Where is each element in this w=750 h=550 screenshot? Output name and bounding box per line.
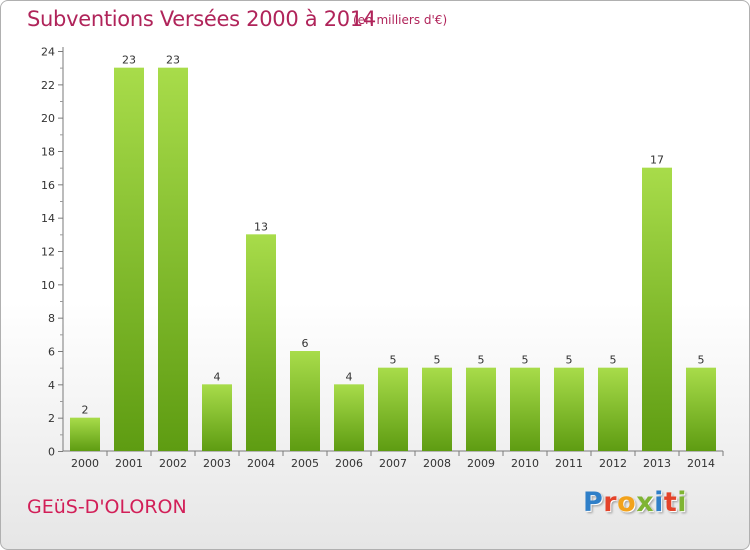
bar bbox=[422, 367, 452, 451]
bar bbox=[466, 367, 496, 451]
logo-letter: i bbox=[677, 487, 688, 518]
logo-letter: i bbox=[654, 487, 664, 518]
bar-value-label: 5 bbox=[698, 354, 705, 367]
bar-value-label: 4 bbox=[346, 370, 353, 383]
x-tick-label: 2006 bbox=[335, 457, 363, 470]
x-tick-label: 2004 bbox=[247, 457, 275, 470]
bar-value-label: 17 bbox=[650, 154, 664, 167]
bar bbox=[686, 367, 716, 451]
chart-subtitle: (en milliers d'€) bbox=[353, 13, 448, 27]
y-tick-label: 14 bbox=[41, 212, 55, 225]
bar-value-label: 5 bbox=[566, 354, 573, 367]
logo-letter: x bbox=[636, 487, 655, 518]
y-tick-label: 18 bbox=[41, 146, 55, 159]
bar-value-label: 13 bbox=[254, 220, 268, 233]
bar bbox=[334, 384, 364, 451]
x-tick-label: 2010 bbox=[511, 457, 539, 470]
bar bbox=[554, 367, 584, 451]
bar bbox=[114, 67, 144, 452]
x-tick-label: 2008 bbox=[423, 457, 451, 470]
logo-letter: t bbox=[663, 487, 678, 518]
y-tick-label: 0 bbox=[48, 446, 55, 459]
x-tick-label: 2009 bbox=[467, 457, 495, 470]
y-tick-label: 24 bbox=[41, 46, 55, 59]
bar-value-label: 4 bbox=[214, 370, 221, 383]
y-tick-label: 12 bbox=[41, 246, 55, 259]
chart-bars bbox=[70, 67, 716, 452]
bar bbox=[642, 167, 672, 451]
proxiti-logo: Proxiti bbox=[583, 487, 687, 518]
y-tick-label: 4 bbox=[48, 379, 55, 392]
x-tick-label: 2000 bbox=[71, 457, 99, 470]
chart-title: Subventions Versées 2000 à 2014 bbox=[27, 7, 376, 31]
bar bbox=[290, 351, 320, 451]
bar-value-label: 2 bbox=[82, 404, 89, 417]
y-tick-label: 8 bbox=[48, 312, 55, 325]
x-tick-label: 2001 bbox=[115, 457, 143, 470]
bar bbox=[510, 367, 540, 451]
bar bbox=[202, 384, 232, 451]
y-tick-label: 2 bbox=[48, 412, 55, 425]
y-tick-label: 10 bbox=[41, 279, 55, 292]
y-tick-label: 22 bbox=[41, 79, 55, 92]
bar-value-label: 23 bbox=[166, 54, 180, 67]
bar-value-label: 5 bbox=[478, 354, 485, 367]
bar bbox=[378, 367, 408, 451]
y-tick-label: 20 bbox=[41, 112, 55, 125]
x-tick-label: 2011 bbox=[555, 457, 583, 470]
bar-value-label: 5 bbox=[610, 354, 617, 367]
x-tick-label: 2014 bbox=[687, 457, 715, 470]
bar bbox=[246, 234, 276, 451]
x-tick-label: 2007 bbox=[379, 457, 407, 470]
bar-value-label: 6 bbox=[302, 337, 309, 350]
commune-name: GEüS-D'OLORON bbox=[27, 496, 187, 518]
x-tick-label: 2003 bbox=[203, 457, 231, 470]
x-tick-label: 2005 bbox=[291, 457, 319, 470]
bar-value-label: 5 bbox=[522, 354, 529, 367]
x-tick-label: 2013 bbox=[643, 457, 671, 470]
logo-letter: o bbox=[617, 487, 637, 518]
bar-value-label: 23 bbox=[122, 54, 136, 67]
bar-value-label: 5 bbox=[390, 354, 397, 367]
logo-letter: P bbox=[583, 487, 604, 518]
bar bbox=[598, 367, 628, 451]
y-tick-label: 16 bbox=[41, 179, 55, 192]
bar-value-label: 5 bbox=[434, 354, 441, 367]
bar bbox=[158, 67, 188, 452]
x-tick-label: 2002 bbox=[159, 457, 187, 470]
x-tick-label: 2012 bbox=[599, 457, 627, 470]
logo-letter: r bbox=[603, 487, 618, 518]
chart-labels: 2 2000 23 2001 23 2002 4 2003 13 2004 6 2005 4 2006 5 2… bbox=[71, 54, 715, 470]
bar bbox=[70, 417, 100, 451]
y-tick-label: 6 bbox=[48, 346, 55, 359]
